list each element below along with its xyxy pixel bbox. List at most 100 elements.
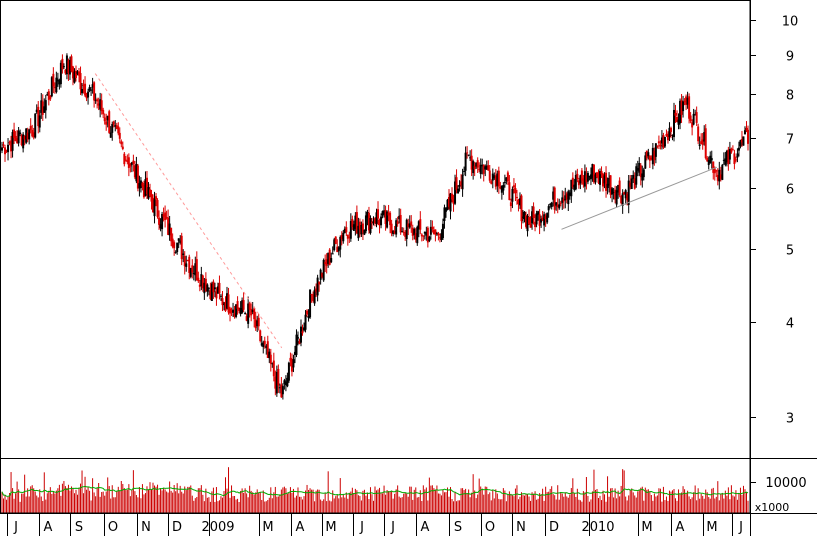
candle-body <box>666 133 669 141</box>
candle-body <box>712 161 715 173</box>
candle-body <box>395 220 398 235</box>
candle-body <box>97 103 100 106</box>
candle-body <box>736 153 739 158</box>
candle-body <box>389 212 392 226</box>
candle-body <box>426 227 429 243</box>
candle-body <box>96 99 99 102</box>
candle-body <box>330 258 333 263</box>
candle-body <box>509 202 512 207</box>
candle-body <box>8 142 11 144</box>
candle-body <box>564 195 567 201</box>
candle-body <box>460 181 463 186</box>
volume-panel <box>1 467 749 513</box>
candle-body <box>318 281 321 285</box>
candle-body <box>633 178 636 189</box>
candle-body <box>250 308 253 316</box>
candle-body <box>656 145 659 147</box>
candle-body <box>742 136 745 146</box>
candle-body <box>266 341 269 358</box>
candle-body <box>647 152 650 157</box>
candle-body <box>183 255 186 267</box>
candle-body <box>416 226 419 244</box>
candle-body <box>597 177 600 183</box>
candle-body <box>277 368 280 386</box>
candle-body <box>150 193 153 202</box>
candle-body <box>102 109 105 115</box>
candle-body <box>133 165 136 178</box>
candle-body <box>417 221 420 230</box>
candle-body <box>577 180 580 186</box>
candle-body <box>599 171 602 185</box>
candle-body <box>219 295 222 297</box>
candle-body <box>87 91 90 98</box>
candle-body <box>740 139 743 143</box>
candle-body <box>369 218 372 234</box>
candle-body <box>440 233 443 241</box>
candle-body <box>35 109 38 113</box>
candle-body <box>538 214 541 226</box>
candle-body <box>315 288 318 292</box>
candle-body <box>747 129 749 144</box>
plot-frame <box>0 0 751 514</box>
candle-body <box>446 199 449 210</box>
candle-body <box>20 135 23 146</box>
candle-body <box>392 230 395 235</box>
candle-body <box>626 193 629 201</box>
candle-body <box>589 174 592 180</box>
candle-body <box>429 226 432 235</box>
candle-body <box>248 303 251 310</box>
candle-body <box>586 172 589 182</box>
candle-body <box>215 291 218 299</box>
candle-body <box>573 184 576 190</box>
candle-body <box>457 188 460 194</box>
candle-body <box>686 98 689 105</box>
candle-body <box>479 164 482 174</box>
candle-body <box>423 231 426 234</box>
candle-body <box>624 190 627 199</box>
candle-body <box>541 217 544 221</box>
candle-body <box>108 111 111 133</box>
candle-body <box>100 100 103 112</box>
candle-body <box>620 195 623 204</box>
candle-body <box>432 229 435 235</box>
candle-body <box>595 172 598 178</box>
candle-body <box>26 132 29 140</box>
candle-body <box>449 193 452 212</box>
candle-body <box>603 175 606 184</box>
candle-body <box>645 150 648 159</box>
candle-body <box>677 119 680 125</box>
candle-body <box>701 139 704 145</box>
candle-body <box>296 337 299 339</box>
candle-body <box>274 376 277 389</box>
month-label: N <box>516 520 526 535</box>
candle-body <box>707 160 710 166</box>
candle-body <box>306 310 309 315</box>
candle-body <box>639 165 642 178</box>
candle-body <box>14 135 17 141</box>
month-label: 2010 <box>581 520 614 535</box>
candle-body <box>685 96 688 105</box>
candle-body <box>310 294 313 296</box>
candle-body <box>730 148 733 153</box>
candle-body <box>731 149 734 151</box>
candle-body <box>280 384 283 398</box>
candle-body <box>174 252 177 254</box>
candle-body <box>78 71 81 76</box>
month-label: S <box>75 520 83 535</box>
candle-body <box>206 284 209 292</box>
candle-body <box>212 281 215 293</box>
candle-body <box>360 225 363 235</box>
candle-body <box>710 158 713 161</box>
candle-body <box>2 144 5 146</box>
candle-body <box>420 234 423 237</box>
candle-body <box>130 162 133 165</box>
candle-body <box>17 130 20 144</box>
candle-body <box>579 175 582 184</box>
candle-body <box>517 199 520 205</box>
candle-body <box>203 282 206 294</box>
candle-body <box>138 183 141 189</box>
candle-body <box>115 125 118 129</box>
candle-body <box>588 176 591 178</box>
candle-body <box>676 116 679 122</box>
